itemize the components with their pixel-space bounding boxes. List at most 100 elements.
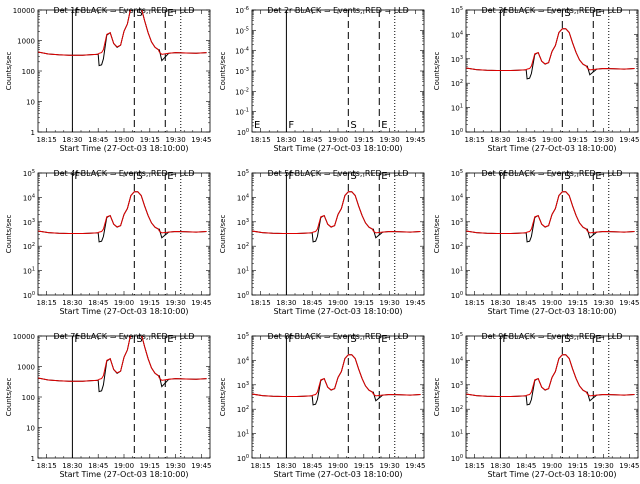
plot-frame	[251, 335, 425, 459]
y-tick-label: 102	[23, 242, 35, 251]
detector-panel-1: 1 10 100 1000 10000 18:15 18:30 18:45 19:00 19:15…	[5, 6, 211, 153]
x-tick-label: 18:45	[302, 136, 322, 144]
x-tick-label: 18:15	[465, 462, 485, 470]
x-tick-label: 19:15	[568, 136, 588, 144]
x-axis-label: Start Time (27-Oct-03 18:10:00)	[273, 144, 402, 153]
x-tick-label: 19:30	[166, 136, 186, 144]
y-tick-label: 10-5	[235, 26, 249, 35]
time-marker-label: F	[74, 334, 80, 345]
y-tick-label: 10-6	[235, 6, 249, 15]
y-tick-label: 102	[451, 405, 463, 414]
detector-panel-6: 100 101 102 103 104 105 18:15 18:30 18:45 19:00 19…	[433, 169, 639, 316]
y-axis-label: Counts/sec	[5, 378, 13, 417]
y-tick-label: 101	[451, 430, 463, 439]
time-marker-label: E	[595, 334, 601, 345]
time-marker-label: E	[381, 120, 387, 131]
lld-series-line	[466, 354, 635, 397]
x-tick-label: 19:15	[140, 462, 160, 470]
x-tick-label: 19:00	[328, 462, 348, 470]
y-tick-label: 10	[26, 425, 35, 433]
panel-title: Det 4f BLACK = Events, RED = LLD	[53, 169, 194, 178]
y-tick-label: 101	[23, 267, 35, 276]
x-tick-label: 18:45	[516, 462, 536, 470]
events-series-line	[252, 354, 421, 406]
panel-title: Det 1f BLACK = Events, RED = LLD	[53, 6, 194, 15]
panel-title: Det 9f BLACK = Events, RED = LLD	[481, 332, 622, 341]
time-marker-label: F	[502, 8, 508, 19]
y-tick-label: 10-1	[235, 108, 249, 117]
events-series-line	[466, 191, 635, 243]
time-marker-label: S	[350, 120, 356, 131]
y-axis-label: Counts/sec	[5, 52, 13, 91]
x-tick-label: 18:30	[62, 299, 82, 307]
x-tick-label: 18:45	[88, 299, 108, 307]
x-tick-label: 18:45	[516, 299, 536, 307]
time-marker-label: E	[254, 120, 260, 131]
y-tick-label: 10-4	[235, 47, 249, 56]
time-marker-label: F	[288, 334, 294, 345]
x-tick-label: 19:30	[380, 136, 400, 144]
y-tick-label: 100	[237, 454, 249, 463]
x-tick-label: 19:45	[405, 299, 425, 307]
x-tick-label: 18:30	[490, 136, 510, 144]
x-tick-label: 19:45	[191, 462, 211, 470]
x-tick-label: 19:15	[354, 462, 374, 470]
y-axis-label: Counts/sec	[219, 215, 227, 254]
x-tick-label: 19:45	[619, 136, 639, 144]
lld-series-line	[38, 10, 207, 56]
y-tick-label: 102	[451, 79, 463, 88]
x-tick-label: 18:30	[276, 136, 296, 144]
lld-series-line	[38, 336, 207, 382]
x-tick-label: 19:30	[166, 299, 186, 307]
y-tick-label: 105	[451, 169, 463, 178]
x-tick-label: 18:45	[88, 136, 108, 144]
plot-frame	[251, 172, 425, 296]
y-tick-label: 1	[31, 129, 35, 137]
panel-title: Det 8f BLACK = Events, RED = LLD	[267, 332, 408, 341]
y-tick-label: 101	[237, 430, 249, 439]
plot-frame	[251, 9, 425, 133]
x-tick-label: 18:15	[251, 136, 271, 144]
time-marker-label: S	[564, 334, 570, 345]
time-marker-label: F	[74, 8, 80, 19]
y-tick-label: 104	[237, 356, 249, 365]
x-tick-label: 18:45	[516, 136, 536, 144]
time-marker-label: E	[381, 334, 387, 345]
x-tick-label: 19:30	[594, 136, 614, 144]
x-axis-label: Start Time (27-Oct-03 18:10:00)	[487, 470, 616, 479]
y-tick-label: 103	[237, 381, 249, 390]
time-marker-label: E	[167, 334, 173, 345]
time-marker-label: F	[74, 171, 80, 182]
x-tick-label: 18:15	[37, 462, 57, 470]
y-tick-label: 104	[237, 193, 249, 202]
lld-series-line	[252, 354, 421, 397]
x-tick-label: 19:00	[114, 462, 134, 470]
time-marker-label: S	[350, 334, 356, 345]
y-tick-label: 101	[451, 104, 463, 113]
x-tick-label: 18:15	[251, 299, 271, 307]
y-tick-label: 101	[451, 267, 463, 276]
plot-frame	[465, 172, 639, 296]
x-axis-label: Start Time (27-Oct-03 18:10:00)	[273, 470, 402, 479]
events-series-line	[466, 28, 635, 80]
x-axis-label: Start Time (27-Oct-03 18:10:00)	[273, 307, 402, 316]
y-tick-label: 103	[23, 218, 35, 227]
x-tick-label: 19:00	[542, 462, 562, 470]
detector-panel-9: 100 101 102 103 104 105 18:15 18:30 18:45 19:00 19…	[433, 332, 639, 479]
x-tick-label: 18:45	[302, 462, 322, 470]
time-marker-label: E	[595, 8, 601, 19]
plot-frame	[465, 9, 639, 133]
x-tick-label: 19:15	[354, 299, 374, 307]
detector-panel-8: 100 101 102 103 104 105 18:15 18:30 18:45 19:00 19…	[219, 332, 425, 479]
y-tick-label: 100	[451, 454, 463, 463]
y-tick-label: 105	[451, 6, 463, 15]
panel-title: Det 7f BLACK = Events, RED = LLD	[53, 332, 194, 341]
x-tick-label: 19:45	[405, 462, 425, 470]
y-axis-label: Counts/sec	[433, 52, 441, 91]
lld-series-line	[466, 28, 635, 71]
x-axis-label: Start Time (27-Oct-03 18:10:00)	[59, 307, 188, 316]
time-marker-label: S	[564, 171, 570, 182]
y-tick-label: 102	[237, 242, 249, 251]
